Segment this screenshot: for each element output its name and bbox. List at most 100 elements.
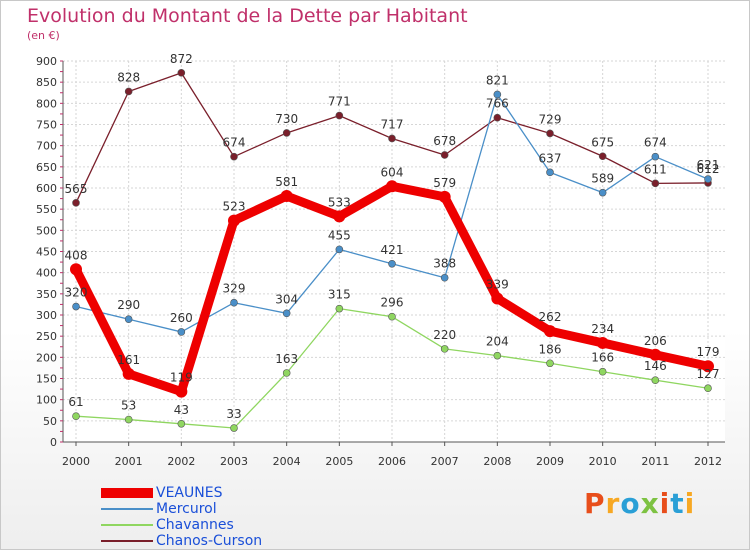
data-point [72, 412, 80, 420]
data-point [388, 134, 396, 143]
data-point [388, 312, 396, 321]
data-label: 315 [328, 288, 351, 302]
data-point [230, 424, 238, 432]
data-label: 674 [644, 136, 667, 150]
data-label: 612 [697, 162, 720, 176]
x-tick-label: 2000 [62, 455, 90, 468]
data-label: 119 [170, 371, 193, 385]
data-label: 565 [65, 182, 88, 196]
data-point [280, 190, 293, 203]
data-point [440, 151, 449, 159]
legend-label: Mercurol [156, 501, 217, 517]
data-point [544, 325, 556, 338]
legend-swatch [101, 540, 153, 542]
data-label: 533 [328, 195, 351, 209]
data-label: 388 [433, 257, 456, 271]
legend-swatch [101, 524, 153, 526]
data-label: 717 [381, 117, 404, 131]
x-tick-label: 2003 [220, 455, 248, 468]
data-label: 234 [591, 322, 614, 336]
data-point [335, 111, 344, 120]
chart-title: Evolution du Montant de la Dette par Hab… [27, 5, 468, 27]
y-tick-label: 100 [36, 394, 57, 407]
data-label: 771 [328, 95, 351, 109]
data-point [649, 348, 662, 361]
data-point [230, 298, 238, 307]
data-label: 260 [170, 311, 193, 325]
data-label: 421 [381, 243, 404, 257]
x-tick-label: 2010 [589, 455, 617, 468]
data-label: 637 [539, 151, 562, 165]
data-label: 163 [275, 352, 298, 366]
y-tick-label: 700 [36, 140, 57, 153]
y-tick-label: 0 [50, 436, 57, 449]
data-point [491, 292, 504, 305]
data-label: 674 [223, 136, 246, 150]
data-point [598, 367, 607, 376]
legend-swatch [101, 488, 153, 498]
data-label: 43 [174, 403, 189, 417]
x-tick-label: 2005 [325, 455, 353, 468]
x-tick-label: 2001 [115, 455, 143, 468]
chart-unit: (en €) [27, 29, 60, 42]
y-tick-label: 150 [36, 373, 57, 386]
data-label: 821 [486, 73, 509, 87]
data-label: 872 [170, 52, 193, 66]
data-label: 220 [433, 328, 456, 342]
data-label: 523 [223, 200, 246, 214]
x-tick-label: 2012 [694, 455, 722, 468]
data-label: 206 [644, 334, 667, 348]
data-point [651, 179, 660, 188]
data-point [388, 259, 396, 268]
data-label: 161 [117, 353, 140, 367]
data-label: 339 [486, 277, 509, 291]
proxiti-logo: Proxiti [584, 487, 696, 520]
data-point [177, 419, 186, 428]
x-tick-label: 2009 [536, 455, 564, 468]
data-point [651, 152, 660, 161]
y-tick-label: 900 [36, 55, 57, 68]
data-point [440, 345, 449, 353]
data-label: 186 [539, 342, 562, 356]
y-tick-label: 450 [36, 246, 57, 259]
x-tick-label: 2007 [431, 455, 459, 468]
x-tick-label: 2011 [641, 455, 669, 468]
data-label: 166 [591, 351, 614, 365]
data-point [386, 180, 398, 193]
x-tick-label: 2004 [273, 455, 301, 468]
data-label: 828 [117, 70, 140, 84]
data-label: 127 [697, 367, 720, 381]
y-tick-label: 250 [36, 330, 57, 343]
data-point [651, 376, 660, 384]
data-label: 581 [275, 175, 298, 189]
data-point [175, 385, 188, 398]
data-label: 408 [65, 248, 88, 262]
data-point [282, 129, 291, 137]
data-point [333, 210, 346, 223]
y-tick-label: 650 [36, 161, 57, 174]
data-point [72, 199, 80, 207]
y-tick-label: 200 [36, 351, 57, 364]
data-point [493, 113, 502, 122]
data-label: 766 [486, 97, 509, 111]
data-point [70, 263, 82, 276]
y-tick-label: 400 [36, 267, 57, 280]
data-point [177, 69, 186, 77]
data-point [546, 359, 554, 368]
data-label: 678 [433, 134, 456, 148]
data-label: 296 [381, 296, 404, 310]
plot-area [63, 61, 725, 442]
data-label: 675 [591, 135, 614, 149]
data-label: 290 [117, 298, 140, 312]
data-label: 621 [697, 158, 720, 172]
data-label: 455 [328, 228, 351, 242]
data-point [704, 175, 712, 183]
data-label: 730 [275, 112, 298, 126]
x-tick-label: 2002 [167, 455, 195, 468]
data-label: 53 [121, 399, 136, 413]
data-point [335, 304, 344, 313]
data-label: 604 [381, 165, 404, 179]
data-point [282, 309, 291, 318]
